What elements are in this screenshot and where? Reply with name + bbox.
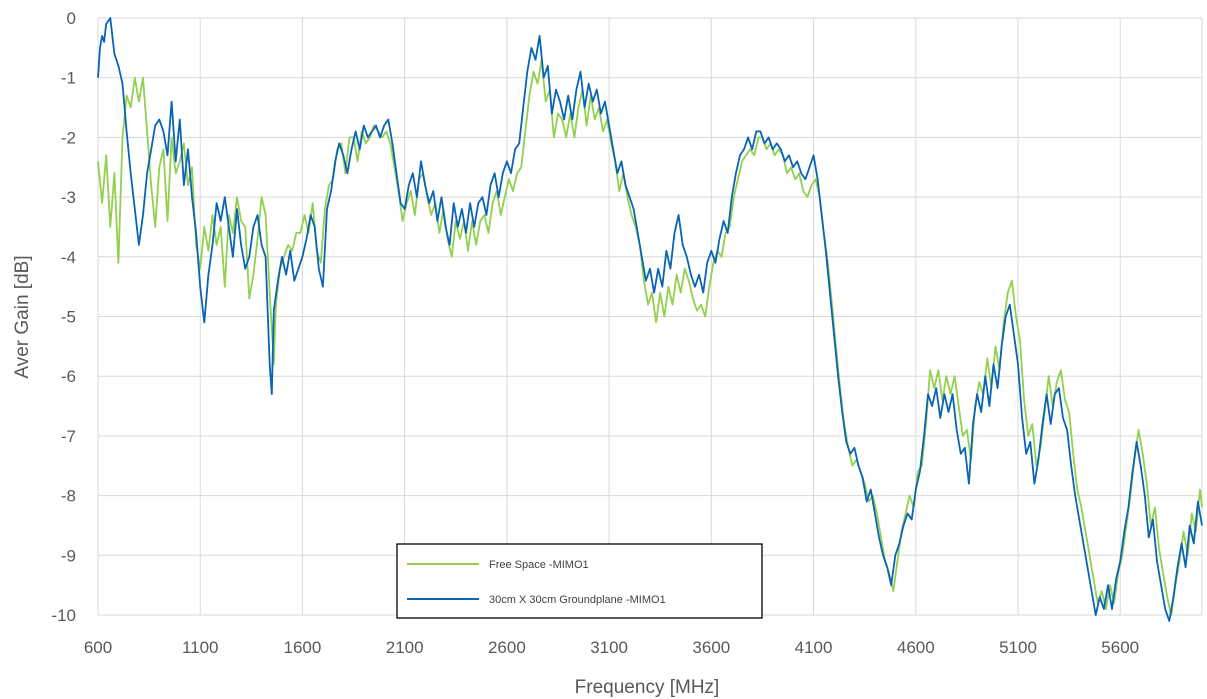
x-tick-label: 4600 xyxy=(897,638,935,657)
x-axis-title: Frequency [MHz] xyxy=(575,677,720,698)
y-tick-label: -4 xyxy=(61,248,76,267)
x-tick-label: 4100 xyxy=(795,638,833,657)
x-tick-label: 5600 xyxy=(1101,638,1139,657)
x-tick-label: 3600 xyxy=(692,638,730,657)
y-tick-label: -9 xyxy=(61,546,76,565)
y-tick-label: -10 xyxy=(51,606,76,625)
y-tick-label: -3 xyxy=(61,188,76,207)
x-tick-label: 1100 xyxy=(182,638,219,657)
x-tick-label: 5100 xyxy=(999,638,1037,657)
x-tick-label: 600 xyxy=(84,638,112,657)
y-tick-label: -8 xyxy=(61,487,76,506)
y-axis-tick-labels: 0 -1 -2 -3 -4 -5 -6 -7 -8 -9 -10 xyxy=(51,9,76,625)
legend-box xyxy=(396,543,763,619)
y-tick-label: -1 xyxy=(61,69,76,88)
x-tick-label: 2600 xyxy=(488,638,526,657)
y-tick-label: -5 xyxy=(61,308,76,327)
x-tick-label: 1600 xyxy=(284,638,322,657)
y-tick-label: -2 xyxy=(61,128,76,147)
y-tick-label: -6 xyxy=(61,367,76,386)
legend-label-groundplane: 30cm X 30cm Groundplane -MIMO1 xyxy=(489,594,666,606)
x-tick-label: 2100 xyxy=(386,638,424,657)
series-lines xyxy=(97,17,1203,622)
legend: Free Space -MIMO1 30cm X 30cm Groundplan… xyxy=(396,543,763,619)
x-axis-tick-labels: 600 1100 1600 2100 2600 3100 3600 4100 4600 5100 5… xyxy=(84,638,1139,657)
y-tick-label: -7 xyxy=(61,427,76,446)
y-tick-label: 0 xyxy=(67,9,76,28)
x-tick-label: 3100 xyxy=(590,638,628,657)
series-line-1 xyxy=(97,17,1203,622)
legend-label-free-space: Free Space -MIMO1 xyxy=(489,559,589,571)
y-axis-title: Aver Gain [dB] xyxy=(12,255,33,378)
